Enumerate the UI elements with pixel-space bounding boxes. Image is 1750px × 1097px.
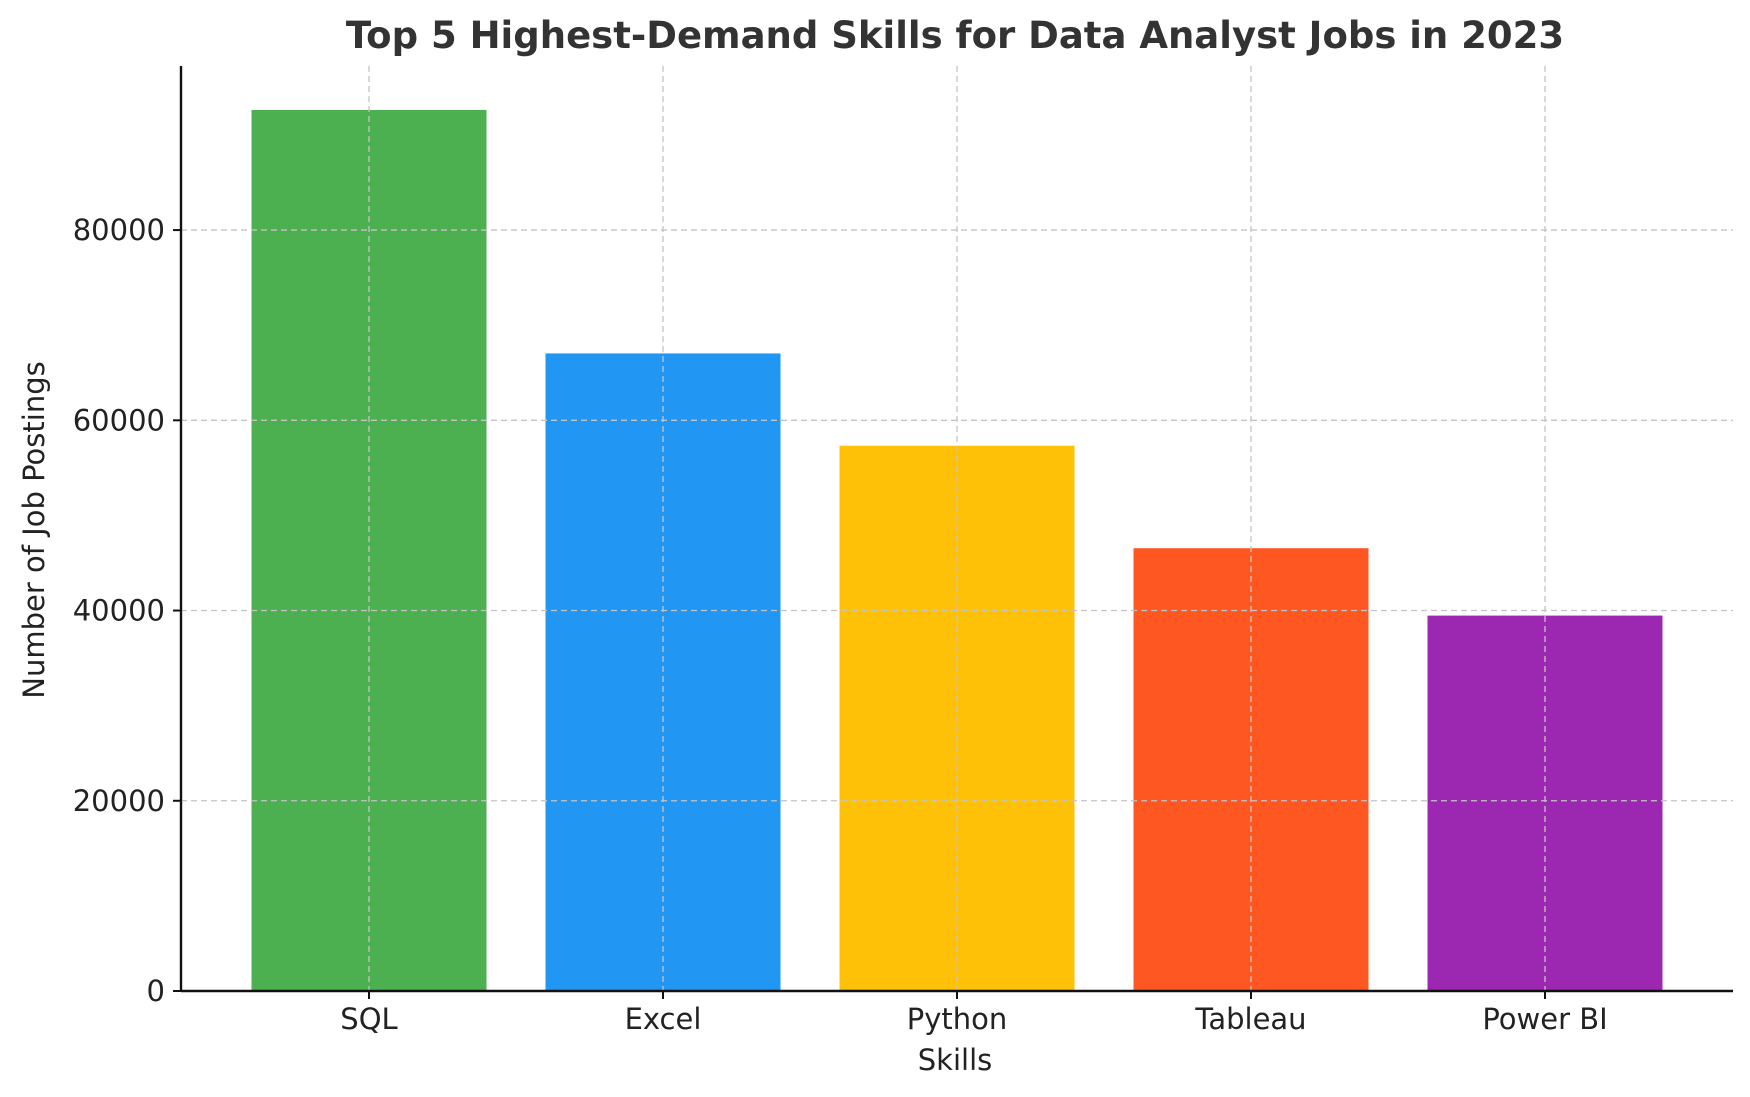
x-tick-label: Python — [907, 1002, 1008, 1036]
y-tick-label: 20000 — [73, 784, 165, 818]
x-tick-label: Power BI — [1482, 1002, 1607, 1036]
y-axis-label: Number of Job Postings — [17, 361, 51, 698]
y-tick-label: 40000 — [73, 594, 165, 628]
y-tick-label: 80000 — [73, 213, 165, 247]
x-tick-label: SQL — [340, 1002, 397, 1036]
chart-title: Top 5 Highest-Demand Skills for Data Ana… — [346, 14, 1564, 57]
grid-lines — [181, 66, 1733, 991]
tick-labels: 0 20000 40000 60000 80000 SQL Excel Python Table… — [73, 213, 1608, 1036]
x-axis-label: Skills — [918, 1043, 992, 1077]
x-tick-label: Tableau — [1194, 1002, 1306, 1036]
y-tick-label: 60000 — [73, 403, 165, 437]
axes — [173, 66, 1733, 999]
y-tick-label: 0 — [147, 974, 165, 1008]
x-tick-label: Excel — [625, 1002, 702, 1036]
